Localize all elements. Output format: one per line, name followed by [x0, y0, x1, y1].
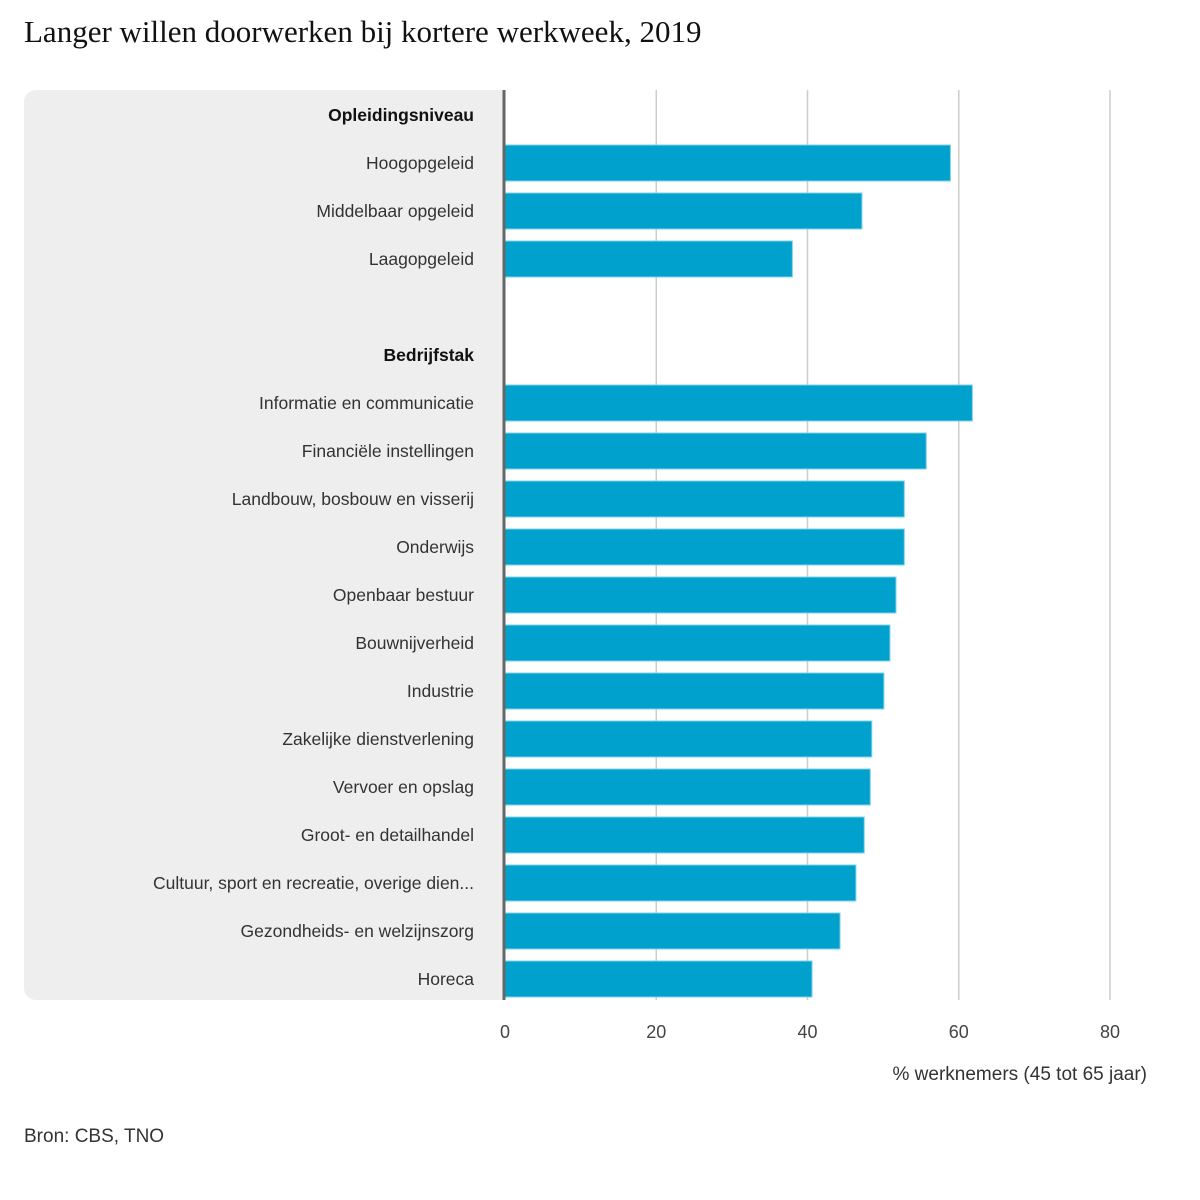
bar[interactable] [504, 384, 973, 422]
category-label: Hoogopgeleid [366, 153, 474, 173]
bar[interactable] [504, 528, 905, 566]
bar[interactable] [504, 624, 891, 662]
category-label: Vervoer en opslag [333, 777, 474, 797]
category-label: Financiële instellingen [302, 441, 474, 461]
bar[interactable] [504, 480, 905, 518]
bar[interactable] [504, 672, 885, 710]
category-label: Landbouw, bosbouw en visserij [232, 489, 474, 509]
category-label: Groot- en detailhandel [301, 825, 474, 845]
x-tick-label: 0 [500, 1022, 510, 1042]
bar[interactable] [504, 144, 951, 182]
category-label-panel [24, 90, 504, 1000]
x-tick-label: 60 [949, 1022, 969, 1042]
bar[interactable] [504, 768, 871, 806]
category-labels: Opleidingsniveau Hoogopgeleid Middelbaar o… [153, 105, 474, 989]
bar[interactable] [504, 864, 857, 902]
category-label: Gezondheids- en welzijnszorg [241, 921, 474, 941]
chart-title: Langer willen doorwerken bij kortere wer… [24, 14, 702, 49]
x-tick-label: 40 [797, 1022, 817, 1042]
category-label: Openbaar bestuur [333, 585, 474, 605]
category-label: Informatie en communicatie [259, 393, 474, 413]
x-tick-label: 80 [1100, 1022, 1120, 1042]
bar[interactable] [504, 240, 793, 278]
group-label: Opleidingsniveau [328, 105, 474, 125]
category-label: Laagopgeleid [369, 249, 474, 269]
category-label: Bouwnijverheid [355, 633, 474, 653]
bar[interactable] [504, 192, 863, 230]
bars [504, 144, 973, 998]
category-label: Cultuur, sport en recreatie, overige die… [153, 873, 474, 893]
bar[interactable] [504, 432, 927, 470]
group-label: Bedrijfstak [384, 345, 475, 365]
category-label: Horeca [418, 969, 475, 989]
bar[interactable] [504, 720, 873, 758]
bar[interactable] [504, 912, 841, 950]
bar[interactable] [504, 960, 813, 998]
bar[interactable] [504, 816, 865, 854]
category-label: Onderwijs [396, 537, 474, 557]
category-label: Zakelijke dienstverlening [282, 729, 474, 749]
x-axis-title: % werknemers (45 tot 65 jaar) [893, 1064, 1148, 1085]
category-label: Industrie [407, 681, 474, 701]
x-tick-labels: 0 20 40 60 80 [500, 1022, 1120, 1042]
x-tick-label: 20 [646, 1022, 666, 1042]
bar[interactable] [504, 576, 897, 614]
category-label: Middelbaar opgeleid [316, 201, 474, 221]
source-note: Bron: CBS, TNO [24, 1126, 165, 1147]
